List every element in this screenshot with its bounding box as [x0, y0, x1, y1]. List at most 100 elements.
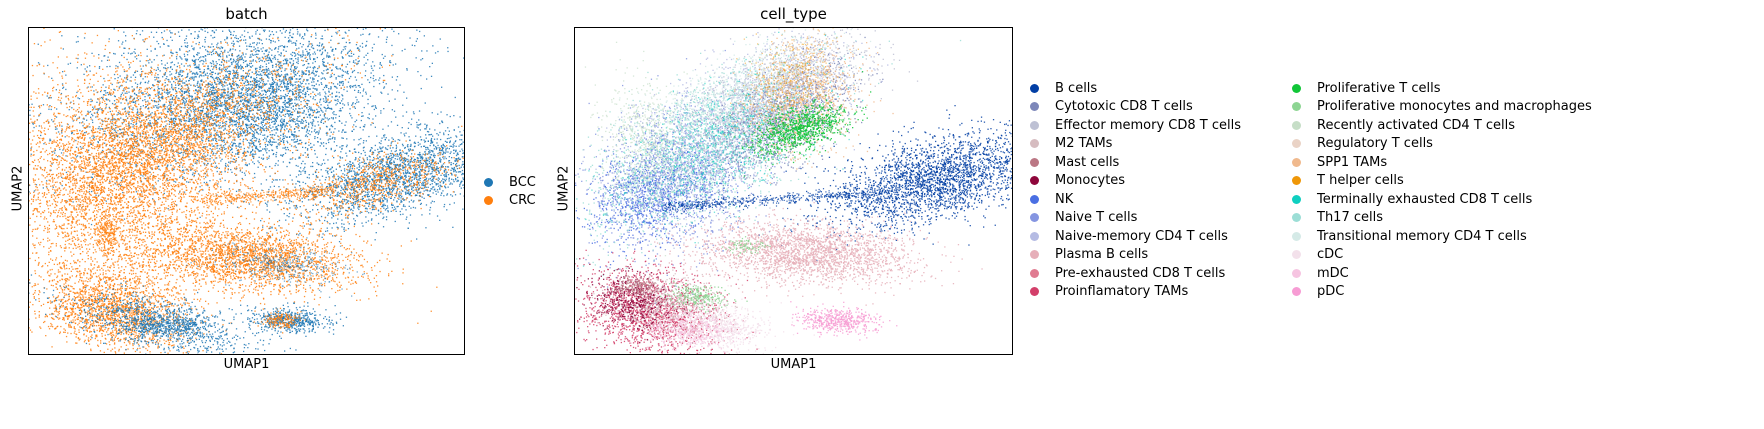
legend-label: Naive T cells: [1055, 210, 1137, 225]
batch-x-axis-label: UMAP1: [28, 357, 465, 372]
scatter-point-cluster: [29, 28, 393, 265]
legend-marker: [1292, 287, 1301, 296]
scatter-point-cluster: [638, 200, 983, 306]
legend-marker: [1292, 83, 1301, 93]
legend-label: Pre-exhausted CD8 T cells: [1055, 266, 1225, 281]
legend-label: Plasma B cells: [1055, 247, 1148, 262]
legend-label: SPP1 TAMs: [1317, 155, 1387, 170]
legend-label: BCC: [509, 175, 536, 190]
legend-label: Terminally exhausted CD8 T cells: [1317, 192, 1532, 207]
scatter-point-cluster: [80, 205, 438, 324]
legend-marker: [1292, 231, 1301, 241]
legend-label: Recently activated CD4 T cells: [1317, 118, 1515, 133]
legend-marker: [1030, 287, 1039, 296]
legend-label: Transitional memory CD4 T cells: [1317, 229, 1527, 244]
scatter-point-cluster: [662, 187, 881, 215]
legend-item: Cytotoxic CD8 T cells: [1030, 97, 1193, 117]
scatter-point-cluster: [721, 236, 771, 257]
legend-item: Th17 cells: [1292, 208, 1383, 228]
legend-item: T helper cells: [1292, 171, 1404, 191]
legend-item: cDC: [1292, 245, 1343, 265]
scatter-point-cluster: [609, 275, 657, 299]
scatter-point-cluster: [622, 294, 761, 354]
legend-marker: [1292, 213, 1301, 222]
cell-type-plot-title: cell_type: [574, 5, 1013, 23]
legend-marker: [1292, 120, 1301, 130]
legend-item: Transitional memory CD4 T cells: [1292, 226, 1527, 246]
legend-marker: [1030, 139, 1039, 148]
scatter-point-cluster: [584, 41, 715, 257]
scatter-point-cluster: [122, 312, 217, 341]
scatter-point-cluster: [29, 28, 464, 230]
legend-item: Naive T cells: [1030, 208, 1137, 228]
legend-label: Cytotoxic CD8 T cells: [1055, 99, 1193, 114]
legend-item: NK: [1030, 189, 1073, 209]
legend-marker: [1292, 250, 1301, 259]
legend-item: Naive-memory CD4 T cells: [1030, 226, 1228, 246]
batch-legend: BCC CRC: [484, 172, 564, 216]
batch-plot-title: batch: [28, 5, 465, 23]
legend-item: B cells: [1030, 78, 1097, 98]
legend-item: M2 TAMs: [1030, 134, 1112, 154]
legend-marker: [1030, 157, 1039, 167]
legend-item: Proliferative monocytes and macrophages: [1292, 97, 1592, 117]
legend-marker: [484, 177, 493, 187]
legend-label: mDC: [1317, 266, 1349, 281]
legend-label: Th17 cells: [1317, 210, 1383, 225]
legend-label: Regulatory T cells: [1317, 136, 1433, 151]
legend-marker: [484, 196, 493, 205]
legend-item: Mast cells: [1030, 152, 1119, 172]
legend-marker: [1292, 194, 1301, 204]
legend-item: Regulatory T cells: [1292, 134, 1433, 154]
legend-label: Proliferative T cells: [1317, 81, 1440, 96]
legend-item: BCC: [484, 172, 536, 192]
cell-type-umap-points: [575, 28, 1012, 354]
legend-marker: [1030, 176, 1039, 185]
legend-item: mDC: [1292, 263, 1349, 283]
legend-marker: [1292, 268, 1301, 278]
legend-label: Monocytes: [1055, 173, 1125, 188]
legend-label: M2 TAMs: [1055, 136, 1112, 151]
legend-label: B cells: [1055, 81, 1097, 96]
legend-item: Pre-exhausted CD8 T cells: [1030, 263, 1225, 283]
legend-marker: [1030, 194, 1039, 204]
legend-label: Effector memory CD8 T cells: [1055, 118, 1241, 133]
legend-marker: [1030, 231, 1039, 241]
legend-item: Proliferative T cells: [1292, 78, 1440, 98]
legend-label: pDC: [1317, 284, 1344, 299]
scatter-point-cluster: [196, 185, 336, 209]
batch-scatter-plot: [28, 27, 465, 355]
legend-marker: [1030, 120, 1039, 130]
legend-item: CRC: [484, 191, 536, 211]
legend-marker: [1292, 157, 1301, 167]
scatter-point-cluster: [253, 307, 306, 334]
cell-type-legend: B cells Cytotoxic CD8 T cells Effector mem…: [1030, 78, 1760, 308]
legend-item: Monocytes: [1030, 171, 1125, 191]
legend-item: SPP1 TAMs: [1292, 152, 1387, 172]
legend-item: Recently activated CD4 T cells: [1292, 115, 1515, 135]
cell-type-x-axis-label: UMAP1: [574, 357, 1013, 372]
legend-label: T helper cells: [1317, 173, 1404, 188]
legend-item: Proinflamatory TAMs: [1030, 282, 1188, 302]
legend-label: Proinflamatory TAMs: [1055, 284, 1188, 299]
legend-marker: [1030, 250, 1039, 259]
legend-marker: [1292, 176, 1301, 185]
scatter-point-cluster: [614, 28, 872, 156]
legend-label: NK: [1055, 192, 1073, 207]
legend-item: Terminally exhausted CD8 T cells: [1292, 189, 1532, 209]
legend-marker: [1030, 268, 1039, 278]
legend-item: Effector memory CD8 T cells: [1030, 115, 1241, 135]
scatter-point-cluster: [719, 105, 1012, 262]
legend-label: Naive-memory CD4 T cells: [1055, 229, 1228, 244]
batch-y-axis-label: UMAP2: [11, 159, 26, 219]
scatter-point-cluster: [660, 280, 748, 319]
legend-label: Proliferative monocytes and macrophages: [1317, 99, 1592, 114]
legend-item: pDC: [1292, 282, 1344, 302]
scatter-point-cluster: [235, 302, 348, 341]
scatter-point-cluster: [237, 125, 464, 237]
cell-type-scatter-plot: [574, 27, 1013, 355]
scatter-point-cluster: [186, 235, 365, 298]
scatter-point-cluster: [733, 71, 872, 177]
legend-label: Mast cells: [1055, 155, 1119, 170]
legend-marker: [1292, 102, 1301, 111]
